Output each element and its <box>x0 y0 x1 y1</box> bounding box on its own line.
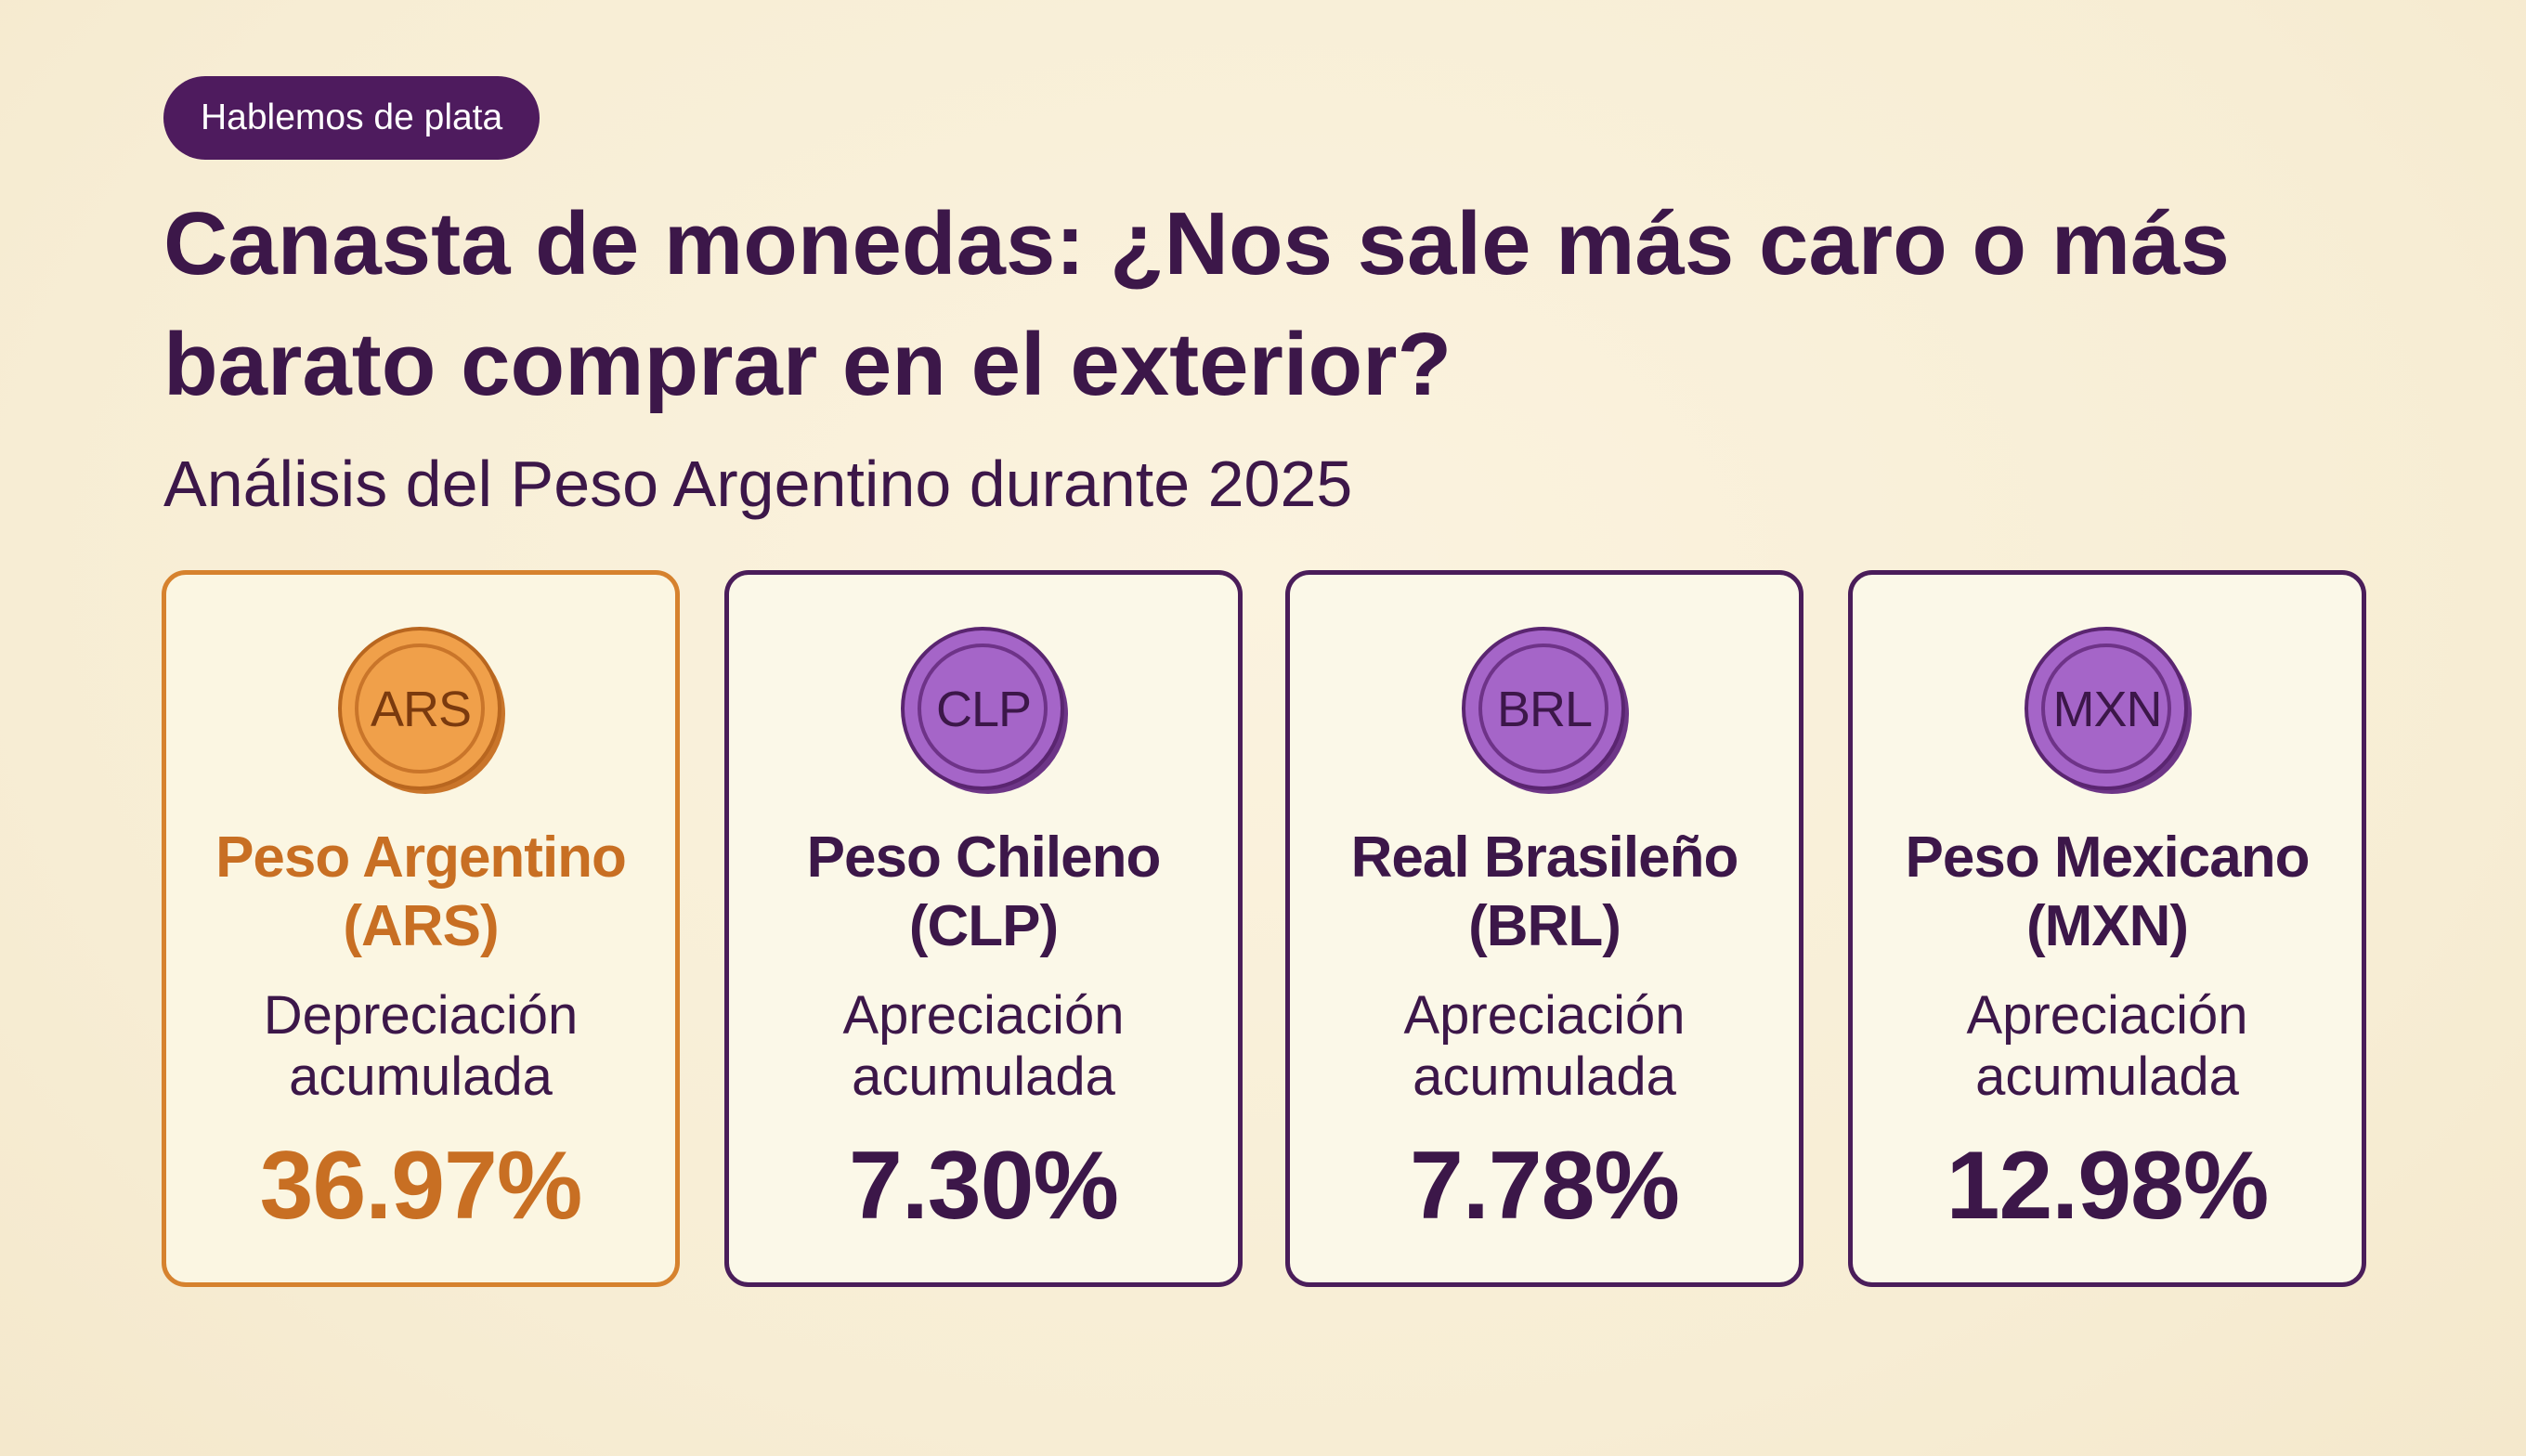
currency-name-line: Real Brasileño <box>1350 826 1739 890</box>
change-description: Depreciación acumulada <box>176 985 666 1108</box>
change-type: Apreciación <box>1403 985 1686 1046</box>
change-value: 7.30% <box>849 1132 1119 1240</box>
change-qualifier: acumulada <box>289 1046 553 1107</box>
coin-icon: ARS <box>334 623 507 796</box>
change-value: 7.78% <box>1410 1132 1680 1240</box>
currency-code-line: (MXN) <box>2025 894 2189 958</box>
coin-code: MXN <box>2052 682 2163 737</box>
change-description: Apreciación acumulada <box>1299 985 1790 1108</box>
currency-code-line: (CLP) <box>908 894 1059 958</box>
change-qualifier: acumulada <box>852 1046 1115 1107</box>
coin-ars-graphic <box>338 627 505 794</box>
change-value: 12.98% <box>1946 1132 2270 1240</box>
change-type: Apreciación <box>842 985 1125 1046</box>
currency-code-line: (BRL) <box>1468 894 1621 958</box>
currency-card-clp: CLP Peso Chileno (CLP) Apreciación acumu… <box>724 570 1243 1287</box>
page-title: Canasta de monedas: ¿Nos sale más caro o… <box>163 194 2230 414</box>
currency-card-mxn: MXN Peso Mexicano (MXN) Apreciación acum… <box>1848 570 2366 1287</box>
currency-card-ars: ARS Peso Argentino (ARS) Depreciación ac… <box>162 570 680 1287</box>
category-badge: Hablemos de plata <box>163 76 540 160</box>
coin-code: CLP <box>935 682 1032 737</box>
currency-name: Peso Mexicano (MXN) <box>1862 824 2352 961</box>
coin-icon: MXN <box>2021 623 2194 796</box>
coin-icon: CLP <box>897 623 1070 796</box>
currency-name-line: Peso Argentino <box>215 826 627 890</box>
coin-mxn-graphic <box>2025 627 2192 794</box>
change-type: Depreciación <box>263 985 579 1046</box>
coin-code: BRL <box>1496 682 1593 737</box>
change-type: Apreciación <box>1966 985 2248 1046</box>
coin-code: ARS <box>370 682 472 737</box>
change-qualifier: acumulada <box>1975 1046 2239 1107</box>
coin-brl-graphic <box>1462 627 1629 794</box>
change-description: Apreciación acumulada <box>1862 985 2352 1108</box>
coin-clp-graphic <box>901 627 1068 794</box>
currency-card-brl: BRL Real Brasileño (BRL) Apreciación acu… <box>1285 570 1803 1287</box>
currency-code-line: (ARS) <box>343 894 499 958</box>
change-qualifier: acumulada <box>1413 1046 1676 1107</box>
page-subtitle: Análisis del Peso Argentino durante 2025 <box>163 448 1353 520</box>
change-description: Apreciación acumulada <box>738 985 1229 1108</box>
currency-cards: ARS Peso Argentino (ARS) Depreciación ac… <box>162 570 2368 1287</box>
currency-name: Real Brasileño (BRL) <box>1299 824 1790 961</box>
currency-name: Peso Chileno (CLP) <box>738 824 1229 961</box>
change-value: 36.97% <box>259 1132 583 1240</box>
currency-name-line: Peso Chileno <box>806 826 1162 890</box>
currency-name-line: Peso Mexicano <box>1905 826 2311 890</box>
coin-icon: BRL <box>1458 623 1631 796</box>
currency-name: Peso Argentino (ARS) <box>176 824 666 961</box>
